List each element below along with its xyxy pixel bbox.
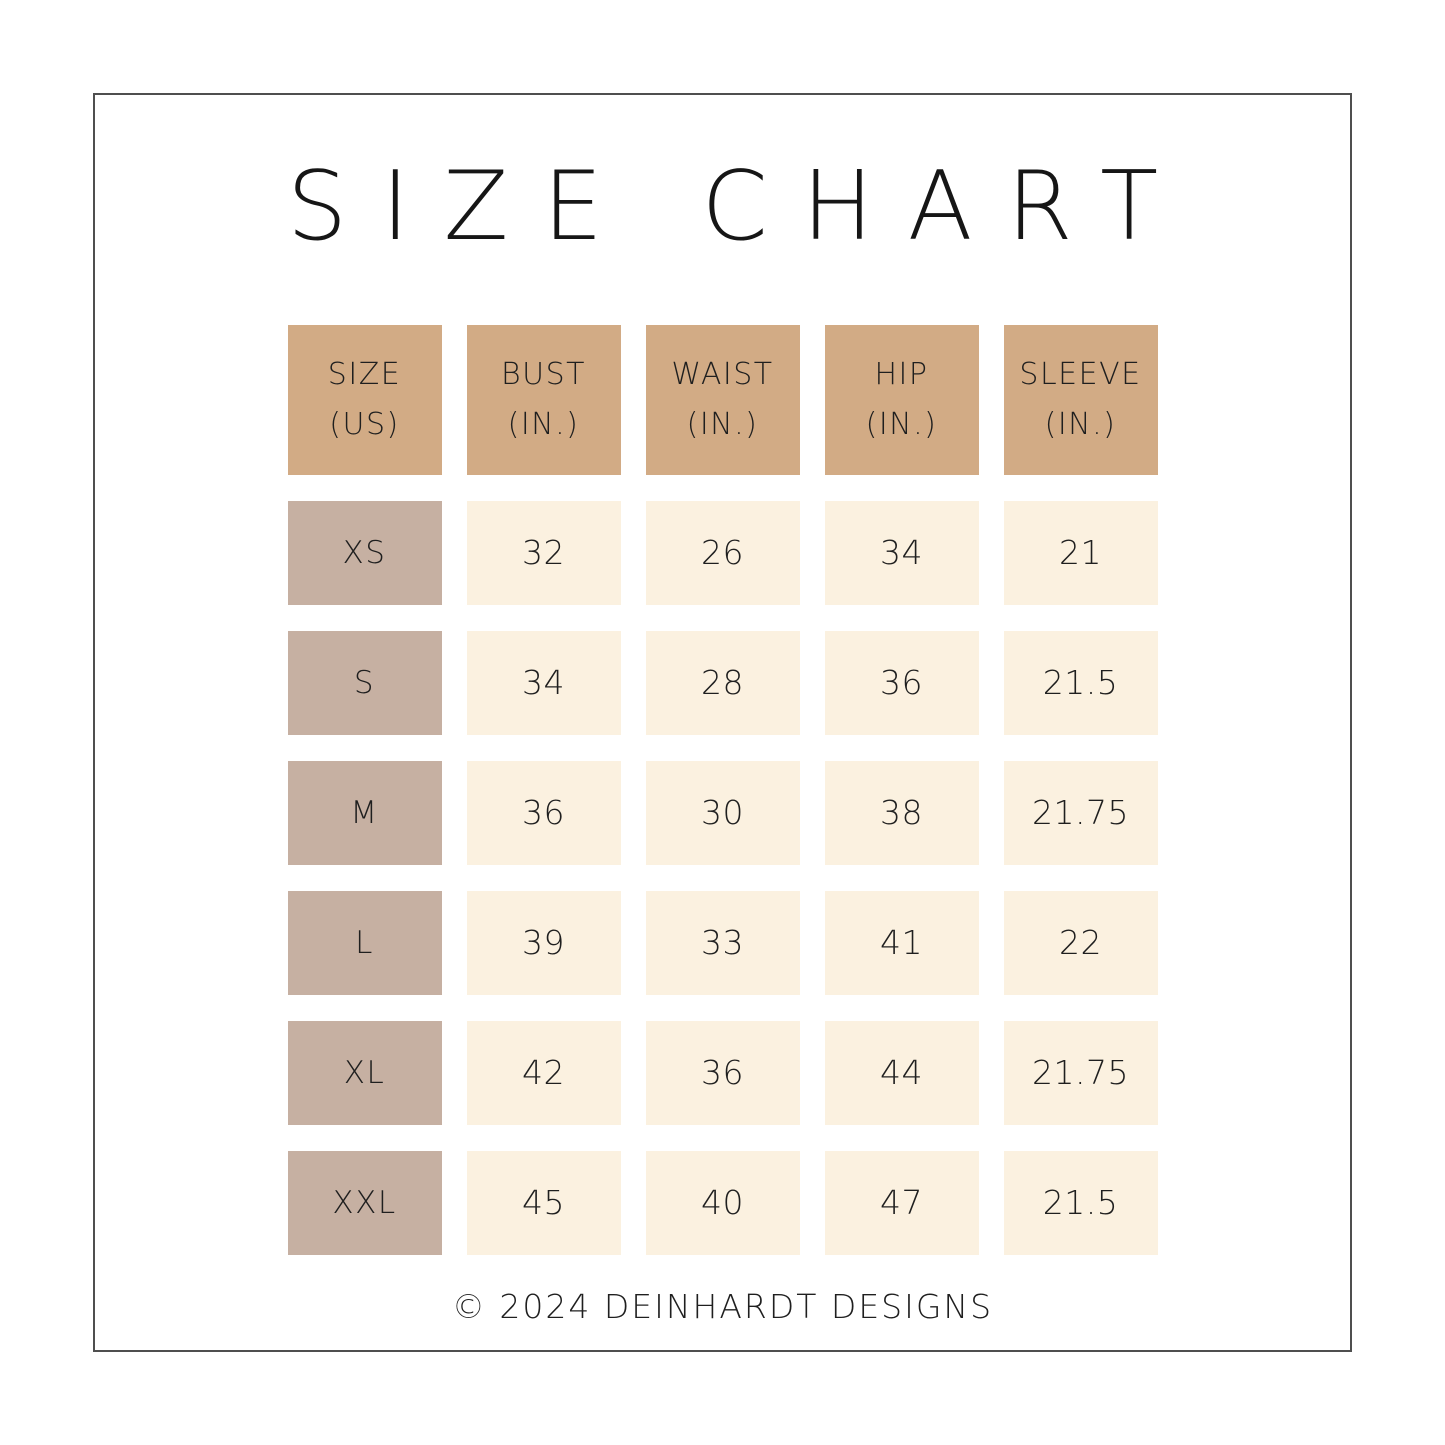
value-cell-xl-sleeve: 21.75 [1003, 1020, 1158, 1125]
header-sublabel: (IN.) [686, 406, 759, 442]
value-cell-xs-sleeve: 21 [1003, 500, 1158, 605]
size-cell-s: S [287, 630, 442, 735]
value-cell-m-bust: 36 [466, 760, 621, 865]
value-cell-xxl-waist: 40 [645, 1150, 800, 1255]
size-cell-xxl: XXL [287, 1150, 442, 1255]
header-cell-bust: BUST (IN.) [466, 324, 621, 475]
value-cell-xxl-hip: 47 [824, 1150, 979, 1255]
size-table: SIZE (US) BUST (IN.) WAIST (IN.) HIP (IN… [287, 324, 1158, 1255]
header-label: SIZE [327, 357, 402, 392]
border-frame: SIZE CHART SIZE (US) BUST (IN.) WAIST (I… [93, 93, 1352, 1352]
header-sublabel: (IN.) [507, 406, 580, 442]
header-cell-hip: HIP (IN.) [824, 324, 979, 475]
value-cell-xs-hip: 34 [824, 500, 979, 605]
value-cell-s-sleeve: 21.5 [1003, 630, 1158, 735]
value-cell-l-bust: 39 [466, 890, 621, 995]
value-cell-xs-waist: 26 [645, 500, 800, 605]
value-cell-s-hip: 36 [824, 630, 979, 735]
header-sublabel: (IN.) [865, 406, 938, 442]
value-cell-xxl-sleeve: 21.5 [1003, 1150, 1158, 1255]
header-cell-size: SIZE (US) [287, 324, 442, 475]
header-label: BUST [501, 357, 586, 392]
value-cell-xxl-bust: 45 [466, 1150, 621, 1255]
size-cell-xl: XL [287, 1020, 442, 1125]
value-cell-l-hip: 41 [824, 890, 979, 995]
size-cell-l: L [287, 890, 442, 995]
size-cell-xs: XS [287, 500, 442, 605]
header-label: SLEEVE [1019, 357, 1142, 392]
size-cell-m: M [287, 760, 442, 865]
header-cell-waist: WAIST (IN.) [645, 324, 800, 475]
value-cell-s-bust: 34 [466, 630, 621, 735]
value-cell-l-sleeve: 22 [1003, 890, 1158, 995]
copyright-text: © 2024 DEINHARDT DESIGNS [451, 1286, 994, 1326]
value-cell-xl-hip: 44 [824, 1020, 979, 1125]
value-cell-m-sleeve: 21.75 [1003, 760, 1158, 865]
value-cell-l-waist: 33 [645, 890, 800, 995]
header-cell-sleeve: SLEEVE (IN.) [1003, 324, 1158, 475]
page-title: SIZE CHART [286, 152, 1193, 262]
value-cell-xs-bust: 32 [466, 500, 621, 605]
header-sublabel: (US) [329, 406, 400, 442]
header-label: HIP [874, 357, 929, 392]
value-cell-xl-waist: 36 [645, 1020, 800, 1125]
value-cell-m-hip: 38 [824, 760, 979, 865]
value-cell-m-waist: 30 [645, 760, 800, 865]
header-sublabel: (IN.) [1044, 406, 1117, 442]
value-cell-s-waist: 28 [645, 630, 800, 735]
header-label: WAIST [671, 357, 774, 392]
value-cell-xl-bust: 42 [466, 1020, 621, 1125]
